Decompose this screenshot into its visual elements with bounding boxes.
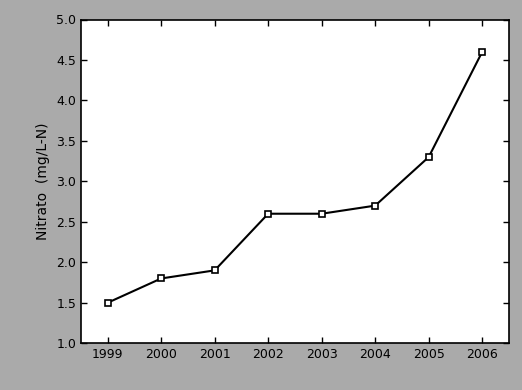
Y-axis label: Nitrato  (mg/L-N): Nitrato (mg/L-N) (37, 122, 51, 240)
